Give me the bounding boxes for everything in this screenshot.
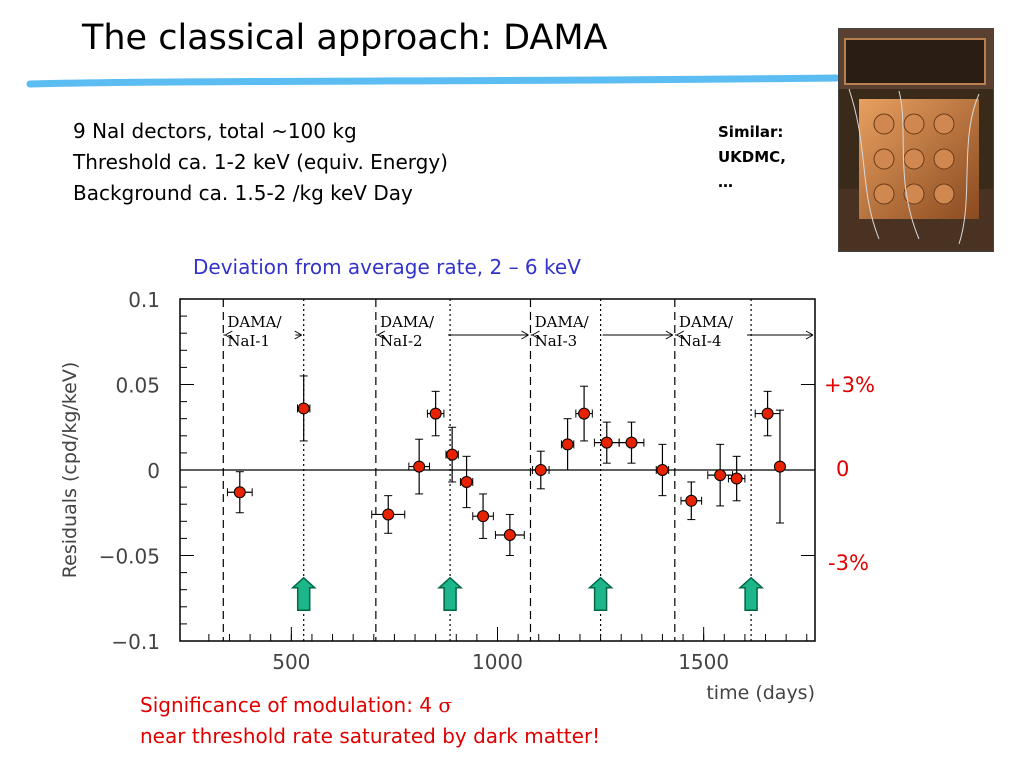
period-label-bottom: NaI-3	[535, 332, 578, 350]
data-point	[761, 407, 774, 420]
bullet-threshold: Threshold ca. 1-2 keV (equiv. Energy)	[73, 150, 448, 174]
data-point	[685, 494, 698, 507]
sigma-symbol: σ	[438, 693, 453, 717]
y-tick-label: −0.05	[99, 545, 160, 569]
phase-arrow-icon	[437, 576, 464, 611]
period-arrowhead-left	[225, 330, 233, 340]
period-label-bottom: NaI-2	[380, 332, 423, 350]
data-point	[561, 438, 574, 451]
plus-percent-label: +3%	[824, 373, 875, 397]
period-arrowhead-right	[665, 330, 674, 340]
data-point	[429, 407, 442, 420]
phase-arrow-icon	[587, 576, 614, 611]
conclusion-line: near threshold rate saturated by dark ma…	[140, 724, 601, 748]
x-tick-label: 1000	[472, 650, 523, 674]
title-underline	[26, 74, 840, 88]
slide-title: The classical approach: DAMA	[82, 18, 608, 58]
period-arrowhead-right	[521, 330, 529, 340]
data-point	[730, 472, 743, 485]
y-tick-label: −0.1	[111, 630, 160, 654]
data-point	[446, 448, 459, 461]
period-arrowhead-right	[294, 330, 302, 340]
data-point	[578, 407, 591, 420]
data-point	[656, 464, 669, 476]
period-arrowhead-left	[676, 330, 685, 340]
bullet-background: Background ca. 1.5-2 /kg keV Day	[73, 181, 413, 205]
phase-arrow-icon	[738, 576, 765, 611]
period-arrowhead-left	[532, 330, 540, 340]
data-point	[382, 508, 395, 521]
bullet-list: 9 NaI dectors, total ~100 kg Threshold c…	[73, 116, 448, 209]
significance-note: Significance of modulation: 4 σ near thr…	[140, 690, 600, 752]
data-point	[413, 460, 426, 473]
y-tick-label: 0.1	[128, 288, 160, 312]
minus-percent-label: -3%	[828, 551, 869, 575]
data-point	[460, 475, 473, 488]
data-point	[233, 486, 246, 499]
x-tick-label: 500	[272, 650, 310, 674]
y-tick-label: 0.05	[115, 374, 160, 398]
similar-label: Similar:	[718, 123, 784, 141]
data-point	[773, 460, 786, 473]
period-label-top: DAMA/	[380, 313, 435, 331]
significance-line: Significance of modulation: 4 σ	[140, 690, 600, 721]
period-arrowhead-right	[805, 330, 814, 340]
period-label-bottom: NaI-1	[227, 332, 270, 350]
period-arrowhead-left	[377, 330, 386, 340]
period-label-top: DAMA/	[679, 313, 734, 331]
y-tick-label: 0	[147, 459, 160, 483]
data-point	[600, 436, 613, 449]
similar-ukdmc: UKDMC,	[718, 148, 786, 166]
data-point	[534, 464, 547, 476]
period-label-top: DAMA/	[227, 313, 282, 331]
period-label-top: DAMA/	[535, 313, 590, 331]
zero-percent-label: 0	[836, 457, 850, 481]
detector-apparatus-icon	[839, 29, 993, 251]
bullet-detectors: 9 NaI dectors, total ~100 kg	[73, 119, 357, 143]
x-tick-label: 1500	[678, 650, 729, 674]
data-point	[477, 510, 490, 523]
data-point	[714, 469, 727, 482]
y-axis-label: Residuals (cpd/kg/keV)	[59, 362, 81, 578]
data-point	[625, 436, 638, 449]
chart-heading: Deviation from average rate, 2 – 6 keV	[193, 255, 581, 279]
phase-arrow-icon	[290, 576, 317, 611]
detector-photo	[838, 28, 994, 252]
data-point	[503, 528, 516, 541]
significance-text: Significance of modulation: 4	[140, 693, 439, 717]
similar-note: Similar: UKDMC, …	[718, 120, 786, 195]
similar-ellipsis: …	[718, 173, 733, 191]
data-point	[297, 402, 310, 415]
x-axis-label: time (days)	[706, 682, 815, 704]
period-label-bottom: NaI-4	[679, 332, 722, 350]
